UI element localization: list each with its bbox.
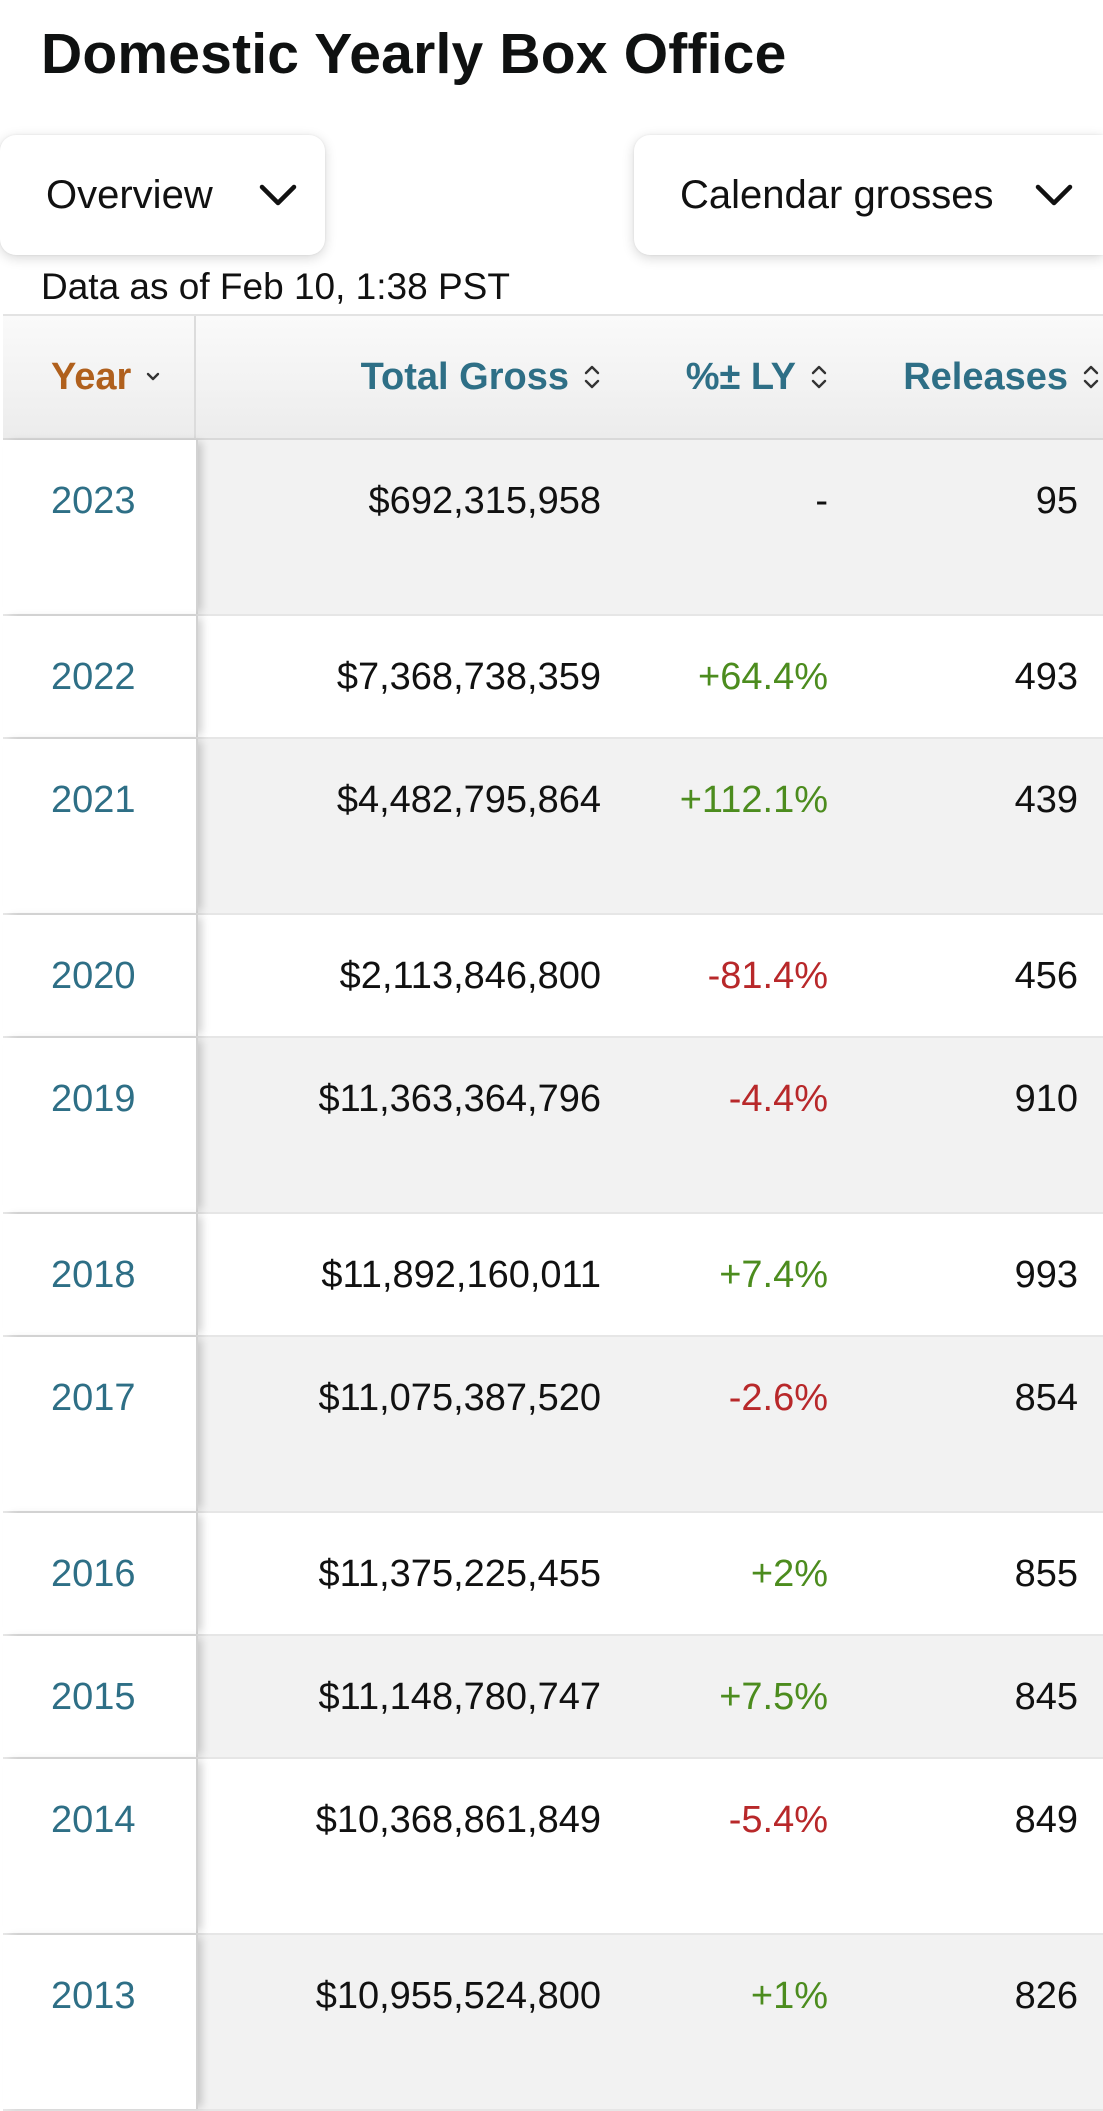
releases-cell: 439 <box>1014 779 1078 821</box>
year-link[interactable]: 2020 <box>51 955 136 997</box>
year-link[interactable]: 2013 <box>51 1975 136 2017</box>
row-body: $11,148,780,747 +7.5% 845 <box>196 1636 1103 1757</box>
pct-ly-cell: -81.4% <box>707 955 828 997</box>
sort-icon <box>584 365 600 389</box>
year-link[interactable]: 2018 <box>51 1254 136 1296</box>
table-row: 2021 $4,482,795,864 +112.1% 439 <box>3 739 1103 915</box>
table-row: 2015 $11,148,780,747 +7.5% 845 <box>3 1636 1103 1759</box>
table-header: Year Total Gross %± LY Releases <box>3 316 1103 440</box>
sort-desc-icon <box>147 372 160 381</box>
year-cell: 2017 <box>3 1337 198 1511</box>
year-cell: 2019 <box>3 1038 198 1212</box>
pct-ly-cell: +7.5% <box>719 1676 828 1718</box>
pct-ly-cell: +64.4% <box>698 656 828 698</box>
total-gross-header-label: Total Gross <box>360 355 569 398</box>
releases-column-header[interactable]: Releases <box>903 316 1100 438</box>
releases-cell: 493 <box>1014 656 1078 698</box>
pct-ly-cell: - <box>815 480 828 522</box>
pct-ly-cell: +112.1% <box>679 779 828 821</box>
releases-cell: 854 <box>1014 1377 1078 1419</box>
table-row: 2013 $10,955,524,800 +1% 826 <box>3 1935 1103 2111</box>
releases-cell: 826 <box>1014 1975 1078 2017</box>
year-cell: 2020 <box>3 915 198 1036</box>
pct-ly-cell: -2.6% <box>728 1377 828 1419</box>
total-gross-column-header[interactable]: Total Gross <box>361 316 601 438</box>
pct-ly-cell: +2% <box>750 1553 828 1595</box>
row-body: $11,375,225,455 +2% 855 <box>196 1513 1103 1634</box>
releases-cell: 95 <box>1035 480 1078 522</box>
table-row: 2017 $11,075,387,520 -2.6% 854 <box>3 1337 1103 1513</box>
total-gross-cell: $10,955,524,800 <box>315 1975 601 2017</box>
chevron-down-icon <box>1035 184 1073 206</box>
year-cell: 2013 <box>3 1935 198 2109</box>
total-gross-cell: $11,375,225,455 <box>318 1553 601 1595</box>
row-body: $11,075,387,520 -2.6% 854 <box>196 1337 1103 1511</box>
row-body: $4,482,795,864 +112.1% 439 <box>196 739 1103 913</box>
year-cell: 2015 <box>3 1636 198 1757</box>
table-row: 2020 $2,113,846,800 -81.4% 456 <box>3 915 1103 1038</box>
table-row: 2019 $11,363,364,796 -4.4% 910 <box>3 1038 1103 1214</box>
table-row: 2018 $11,892,160,011 +7.4% 993 <box>3 1214 1103 1337</box>
total-gross-cell: $2,113,846,800 <box>339 955 601 997</box>
pct-ly-cell: -5.4% <box>728 1799 828 1841</box>
row-body: $7,368,738,359 +64.4% 493 <box>196 616 1103 737</box>
releases-cell: 849 <box>1014 1799 1078 1841</box>
total-gross-cell: $11,075,387,520 <box>318 1377 601 1419</box>
table-row: 2016 $11,375,225,455 +2% 855 <box>3 1513 1103 1636</box>
year-cell: 2016 <box>3 1513 198 1634</box>
table-row: 2014 $10,368,861,849 -5.4% 849 <box>3 1759 1103 1935</box>
year-cell: 2022 <box>3 616 198 737</box>
pct-ly-cell: +7.4% <box>719 1254 828 1296</box>
pct-ly-column-header[interactable]: %± LY <box>686 316 828 438</box>
year-cell: 2018 <box>3 1214 198 1335</box>
year-link[interactable]: 2022 <box>51 656 136 698</box>
total-gross-cell: $7,368,738,359 <box>336 656 601 698</box>
year-link[interactable]: 2014 <box>51 1799 136 1841</box>
total-gross-cell: $10,368,861,849 <box>315 1799 601 1841</box>
table-row: 2023 $692,315,958 - 95 <box>3 440 1103 616</box>
releases-header-label: Releases <box>903 355 1068 398</box>
row-body: $10,368,861,849 -5.4% 849 <box>196 1759 1103 1933</box>
year-cell: 2021 <box>3 739 198 913</box>
releases-cell: 456 <box>1014 955 1078 997</box>
chevron-down-icon <box>259 184 297 206</box>
table-row: 2022 $7,368,738,359 +64.4% 493 <box>3 616 1103 739</box>
view-dropdown[interactable]: Overview <box>0 135 325 255</box>
year-link[interactable]: 2019 <box>51 1078 136 1120</box>
releases-cell: 993 <box>1014 1254 1078 1296</box>
total-gross-cell: $11,892,160,011 <box>321 1254 601 1296</box>
grosses-dropdown-label: Calendar grosses <box>680 172 994 217</box>
pct-ly-cell: -4.4% <box>728 1078 828 1120</box>
row-body: $2,113,846,800 -81.4% 456 <box>196 915 1103 1036</box>
year-header-label: Year <box>51 355 132 398</box>
sort-icon <box>811 365 827 389</box>
year-link[interactable]: 2021 <box>51 779 136 821</box>
total-gross-cell: $11,363,364,796 <box>318 1078 601 1120</box>
page-title: Domestic Yearly Box Office <box>41 22 787 86</box>
year-cell: 2014 <box>3 1759 198 1933</box>
row-body: $11,363,364,796 -4.4% 910 <box>196 1038 1103 1212</box>
row-body: $692,315,958 - 95 <box>196 440 1103 614</box>
pct-ly-header-label: %± LY <box>685 355 796 398</box>
year-link[interactable]: 2015 <box>51 1676 136 1718</box>
data-timestamp: Data as of Feb 10, 1:38 PST <box>41 266 510 307</box>
total-gross-cell: $4,482,795,864 <box>336 779 601 821</box>
releases-cell: 845 <box>1014 1676 1078 1718</box>
box-office-table: Year Total Gross %± LY Releases <box>3 314 1103 2111</box>
row-body: $11,892,160,011 +7.4% 993 <box>196 1214 1103 1335</box>
sort-icon <box>1083 365 1099 389</box>
year-link[interactable]: 2017 <box>51 1377 136 1419</box>
year-link[interactable]: 2016 <box>51 1553 136 1595</box>
year-column-header[interactable]: Year <box>3 316 196 438</box>
pct-ly-cell: +1% <box>750 1975 828 2017</box>
year-link[interactable]: 2023 <box>51 480 136 522</box>
grosses-dropdown[interactable]: Calendar grosses <box>634 135 1103 255</box>
total-gross-cell: $11,148,780,747 <box>318 1676 601 1718</box>
releases-cell: 910 <box>1014 1078 1078 1120</box>
releases-cell: 855 <box>1014 1553 1078 1595</box>
row-body: $10,955,524,800 +1% 826 <box>196 1935 1103 2109</box>
total-gross-cell: $692,315,958 <box>368 480 601 522</box>
view-dropdown-label: Overview <box>46 172 213 217</box>
year-cell: 2023 <box>3 440 198 614</box>
